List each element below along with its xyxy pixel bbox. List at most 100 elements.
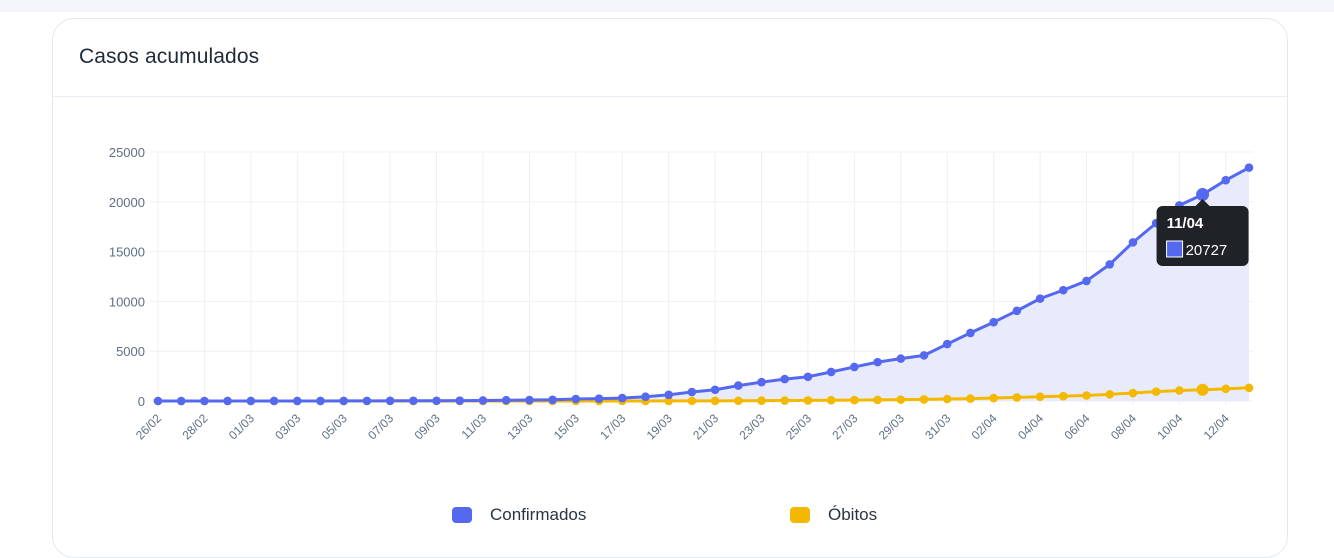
point-obitos[interactable] [1082,391,1091,400]
point-confirmados[interactable] [246,396,256,406]
legend-item-confirmados[interactable]: Confirmados [452,505,586,525]
point-confirmados[interactable] [757,377,766,387]
point-confirmados[interactable] [617,393,627,403]
point-obitos[interactable] [826,395,836,405]
x-axis: 26/02 28/02 01/03 03/03 05/03 07/03 09/03 11/03… [133,411,1232,442]
point-confirmados[interactable] [548,395,557,405]
legend-item-obitos[interactable]: Óbitos [790,505,877,525]
point-obitos[interactable] [1151,387,1161,396]
point-confirmados[interactable] [339,396,349,406]
x-tick-label: 21/03 [690,411,721,442]
point-confirmados[interactable] [1058,285,1068,295]
point-obitos[interactable] [1244,383,1254,393]
point-confirmados[interactable] [200,396,209,406]
tooltip-date: 11/04 [1167,215,1204,232]
point-confirmados[interactable] [409,396,418,406]
x-tick-label: 01/03 [226,411,257,442]
point-confirmados[interactable] [594,394,604,403]
x-tick-label: 12/04 [1201,411,1232,442]
point-confirmados[interactable] [780,374,790,384]
point-confirmados[interactable] [734,381,743,390]
point-obitos[interactable] [1058,391,1068,401]
point-confirmados[interactable] [316,396,325,406]
point-obitos[interactable] [919,395,929,404]
point-confirmados[interactable] [942,339,952,349]
point-obitos[interactable] [966,394,975,403]
point-confirmados[interactable] [153,396,163,406]
x-tick-label: 10/04 [1154,411,1185,442]
x-tick-label: 03/03 [272,411,303,442]
legend-label-confirmados: Confirmados [490,505,587,524]
point-obitos[interactable] [1175,386,1184,395]
point-confirmados[interactable] [850,362,859,372]
point-confirmados[interactable] [919,351,929,360]
y-axis: 0 5000 10000 15000 20000 25000 [109,145,145,409]
point-obitos[interactable] [1105,390,1115,399]
point-confirmados[interactable] [1105,260,1115,269]
point-obitos[interactable] [734,396,743,406]
point-confirmados[interactable] [1244,163,1254,172]
point-obitos[interactable] [850,395,859,405]
point-confirmados[interactable] [525,395,534,405]
point-confirmados[interactable] [1128,238,1138,247]
point-confirmados[interactable] [966,328,975,338]
point-obitos[interactable] [664,396,673,406]
point-confirmados[interactable] [176,396,186,406]
point-confirmados[interactable] [1082,276,1091,286]
point-confirmados[interactable] [641,392,650,402]
point-obitos[interactable] [1221,384,1231,394]
cumulative-cases-chart[interactable]: 0 5000 10000 15000 20000 25000 26/02 28/02 01/0… [0,0,1334,523]
point-confirmados[interactable] [873,357,882,367]
card-title: Casos acumulados [79,44,260,68]
tooltip-value: 20727 [1186,242,1228,259]
x-tick-label: 13/03 [504,411,535,442]
point-highlight[interactable] [1196,383,1209,396]
point-confirmados[interactable] [1012,306,1022,316]
point-confirmados[interactable] [269,396,279,406]
x-tick-label: 17/03 [597,411,628,442]
point-obitos[interactable] [873,395,882,405]
point-confirmados[interactable] [455,396,465,405]
point-obitos[interactable] [780,396,790,405]
x-tick-label: 08/04 [1108,411,1139,442]
x-tick-label: 19/03 [644,411,675,442]
point-obitos[interactable] [1012,393,1022,402]
point-confirmados[interactable] [664,390,673,400]
point-confirmados[interactable] [803,372,813,382]
point-confirmados[interactable] [571,394,581,404]
x-tick-label: 02/04 [969,411,1000,442]
point-obitos[interactable] [757,396,766,405]
point-obitos[interactable] [896,395,906,404]
point-confirmados[interactable] [385,396,395,406]
point-highlight[interactable] [1196,188,1210,202]
point-obitos[interactable] [710,396,720,406]
point-confirmados[interactable] [292,396,302,406]
x-tick-label: 07/03 [365,411,396,442]
point-confirmados[interactable] [362,396,372,406]
point-confirmados[interactable] [687,387,697,397]
point-obitos[interactable] [989,393,998,403]
area-confirmados [158,167,1249,401]
y-tick-label: 10000 [109,294,145,309]
point-confirmados[interactable] [710,385,720,395]
point-confirmados[interactable] [501,395,511,405]
point-confirmados[interactable] [478,396,488,405]
point-obitos[interactable] [687,396,697,406]
point-confirmados[interactable] [989,317,998,327]
x-tick-label: 15/03 [551,411,582,442]
point-confirmados[interactable] [896,354,906,363]
point-confirmados[interactable] [1221,175,1231,185]
y-tick-label: 25000 [109,145,145,160]
top-band [0,0,1334,12]
point-obitos[interactable] [803,396,813,405]
tooltip-tail [1195,199,1210,206]
point-obitos[interactable] [1035,392,1045,401]
point-confirmados[interactable] [826,367,836,377]
point-obitos[interactable] [942,394,952,404]
point-obitos[interactable] [1128,388,1138,398]
point-confirmados[interactable] [432,396,441,406]
y-tick-label: 0 [138,394,145,409]
point-confirmados[interactable] [223,396,232,406]
x-tick-label: 26/02 [133,411,164,442]
point-confirmados[interactable] [1035,294,1045,303]
